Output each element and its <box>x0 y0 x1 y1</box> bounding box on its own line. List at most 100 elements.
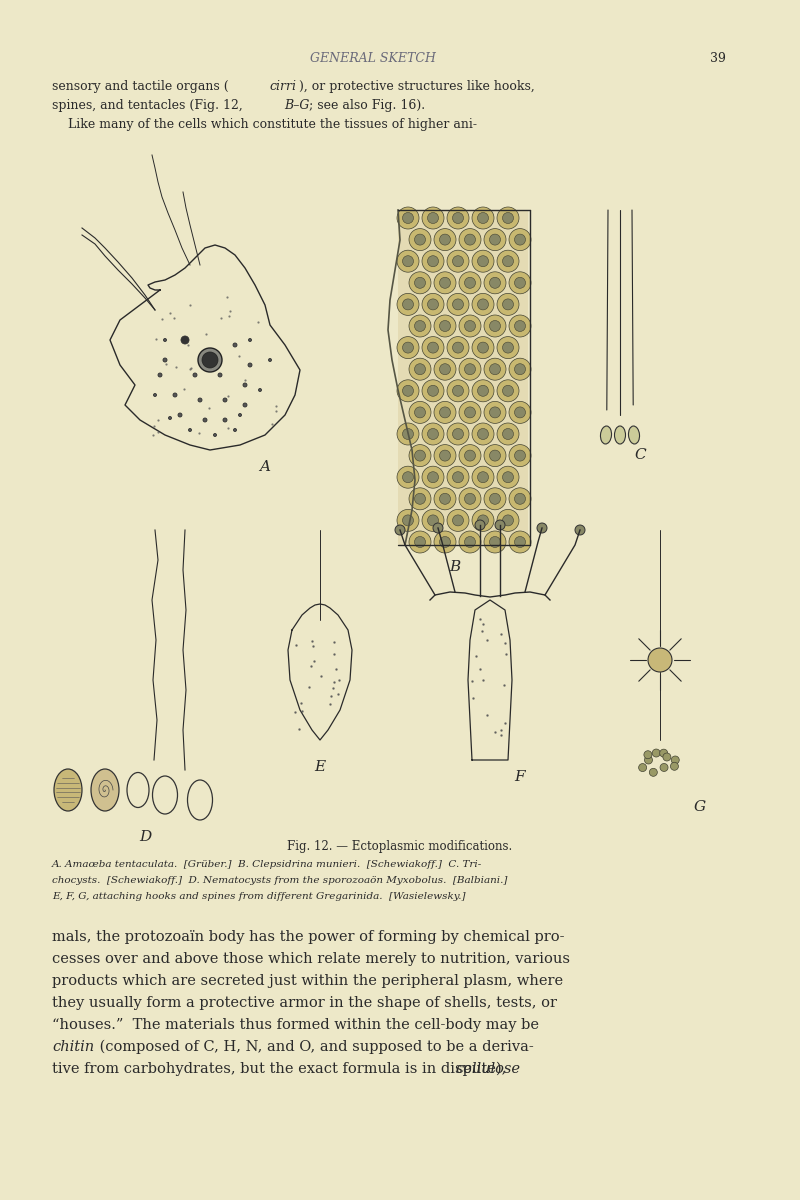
Circle shape <box>434 271 456 294</box>
Circle shape <box>447 336 469 359</box>
Circle shape <box>478 472 489 482</box>
Circle shape <box>439 234 450 245</box>
Circle shape <box>502 515 514 526</box>
Circle shape <box>397 379 419 402</box>
Circle shape <box>514 536 526 547</box>
Circle shape <box>434 444 456 467</box>
Text: G: G <box>694 800 706 814</box>
Circle shape <box>478 299 489 310</box>
Circle shape <box>409 358 431 380</box>
Circle shape <box>478 256 489 266</box>
Circle shape <box>497 250 519 272</box>
Circle shape <box>409 444 431 467</box>
Circle shape <box>243 403 247 407</box>
Circle shape <box>472 379 494 402</box>
Circle shape <box>472 466 494 488</box>
Circle shape <box>427 428 438 439</box>
Circle shape <box>514 407 526 418</box>
Circle shape <box>433 523 443 533</box>
Circle shape <box>472 250 494 272</box>
Circle shape <box>453 515 463 526</box>
Circle shape <box>214 433 217 437</box>
Text: mals, the protozoaïn body has the power of forming by chemical pro-: mals, the protozoaïn body has the power … <box>52 930 565 944</box>
Circle shape <box>258 389 262 391</box>
Text: Fig. 12. — Ectoplasmic modifications.: Fig. 12. — Ectoplasmic modifications. <box>287 840 513 853</box>
Circle shape <box>490 536 501 547</box>
Circle shape <box>478 385 489 396</box>
Text: Like many of the cells which constitute the tissues of higher ani-: Like many of the cells which constitute … <box>52 118 477 131</box>
Circle shape <box>422 466 444 488</box>
Circle shape <box>472 206 494 229</box>
Circle shape <box>427 472 438 482</box>
Circle shape <box>497 509 519 532</box>
Circle shape <box>427 342 438 353</box>
Circle shape <box>402 342 414 353</box>
Ellipse shape <box>614 426 626 444</box>
Circle shape <box>233 343 237 347</box>
Circle shape <box>575 526 585 535</box>
Circle shape <box>397 250 419 272</box>
Circle shape <box>644 751 652 758</box>
Circle shape <box>181 336 189 344</box>
Circle shape <box>459 444 481 467</box>
Text: E: E <box>314 760 326 774</box>
Text: B–G: B–G <box>284 98 310 112</box>
Circle shape <box>514 277 526 288</box>
Circle shape <box>409 401 431 424</box>
Text: C: C <box>634 448 646 462</box>
Circle shape <box>397 466 419 488</box>
Circle shape <box>427 299 438 310</box>
Circle shape <box>472 293 494 316</box>
Ellipse shape <box>54 769 82 811</box>
Circle shape <box>484 271 506 294</box>
Circle shape <box>502 385 514 396</box>
Circle shape <box>447 206 469 229</box>
Circle shape <box>447 379 469 402</box>
Circle shape <box>422 250 444 272</box>
Text: D: D <box>139 830 151 844</box>
Circle shape <box>465 407 475 418</box>
Circle shape <box>638 763 646 772</box>
Text: “houses.”  The materials thus formed within the cell-body may be: “houses.” The materials thus formed with… <box>52 1018 539 1032</box>
Circle shape <box>422 422 444 445</box>
Text: they usually form a protective armor in the shape of shells, tests, or: they usually form a protective armor in … <box>52 996 557 1010</box>
Circle shape <box>439 320 450 331</box>
Circle shape <box>434 228 456 251</box>
Circle shape <box>484 358 506 380</box>
Circle shape <box>652 749 660 757</box>
Circle shape <box>439 450 450 461</box>
Circle shape <box>178 413 182 416</box>
Circle shape <box>189 428 191 432</box>
Circle shape <box>459 487 481 510</box>
Circle shape <box>422 336 444 359</box>
Text: products which are secreted just within the peripheral plasm, where: products which are secreted just within … <box>52 974 563 988</box>
Circle shape <box>465 364 475 374</box>
Circle shape <box>397 336 419 359</box>
Circle shape <box>409 314 431 337</box>
Circle shape <box>439 493 450 504</box>
Circle shape <box>484 444 506 467</box>
Circle shape <box>478 515 489 526</box>
Circle shape <box>414 277 426 288</box>
Circle shape <box>453 299 463 310</box>
Circle shape <box>409 271 431 294</box>
Text: cirri: cirri <box>269 80 296 92</box>
Circle shape <box>537 523 547 533</box>
Circle shape <box>169 416 171 420</box>
Circle shape <box>223 398 227 402</box>
Circle shape <box>484 530 506 553</box>
Text: cellulose: cellulose <box>455 1062 520 1076</box>
Circle shape <box>409 487 431 510</box>
Circle shape <box>414 364 426 374</box>
Text: A: A <box>259 460 270 474</box>
Circle shape <box>502 472 514 482</box>
Circle shape <box>459 530 481 553</box>
Circle shape <box>514 320 526 331</box>
Circle shape <box>203 418 207 422</box>
Ellipse shape <box>91 769 119 811</box>
Circle shape <box>478 212 489 223</box>
Circle shape <box>269 359 271 361</box>
Circle shape <box>434 314 456 337</box>
Circle shape <box>422 293 444 316</box>
Circle shape <box>198 398 202 402</box>
